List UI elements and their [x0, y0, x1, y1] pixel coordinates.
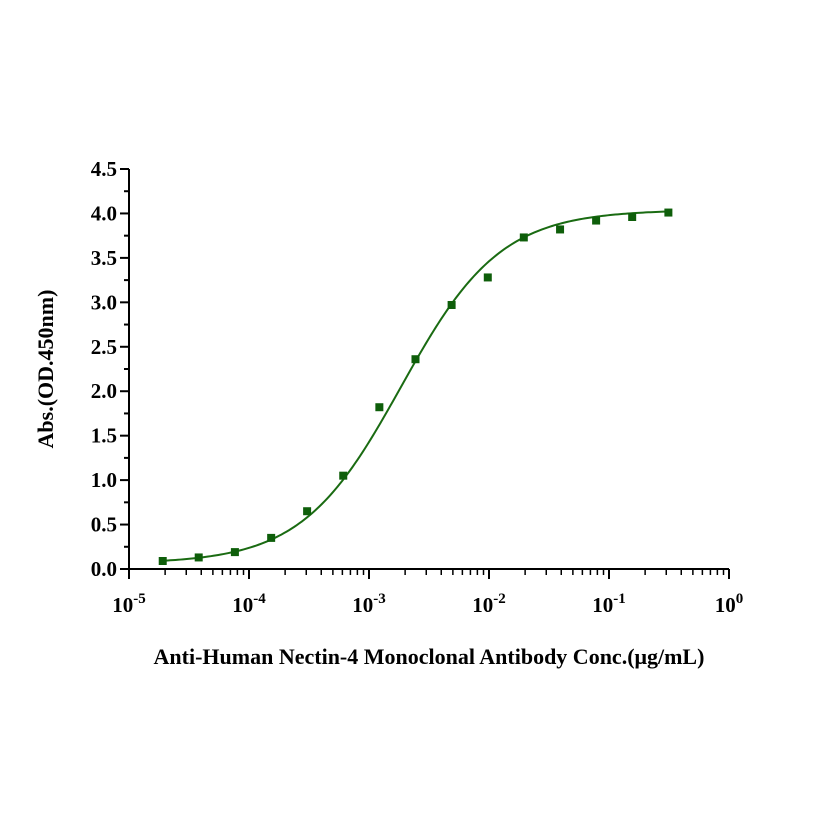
y-tick-label: 1.5: [91, 424, 117, 448]
x-tick-label: 10-4: [232, 591, 266, 617]
y-tick-label: 0.0: [91, 557, 117, 581]
data-point: [158, 557, 167, 565]
data-point: [194, 553, 203, 562]
y-tick-label: 2.0: [91, 379, 117, 403]
x-tick-label: 10-3: [352, 591, 386, 617]
x-tick-label: 10-5: [112, 591, 146, 617]
x-axis-title: Anti-Human Nectin-4 Monoclonal Antibody …: [154, 644, 705, 669]
axes: [128, 169, 729, 570]
x-tick-label: 10-2: [472, 591, 506, 617]
y-tick-label: 4.5: [91, 157, 117, 181]
ticks: [120, 168, 730, 579]
y-tick-label: 1.0: [91, 468, 117, 492]
data-points: [158, 208, 673, 565]
data-point: [303, 507, 312, 516]
y-tick-label: 4.0: [91, 201, 117, 225]
data-point: [628, 213, 637, 221]
data-point: [592, 216, 601, 225]
data-point: [230, 548, 239, 557]
y-tick-label: 3.0: [91, 290, 117, 314]
y-axis-title: Abs.(OD.450nm): [33, 290, 58, 449]
data-point: [267, 533, 276, 542]
data-point: [483, 273, 492, 282]
y-tick-label: 2.5: [91, 335, 117, 359]
tick-labels: 0.0 0.5 1.0 1.5 2.0 2.5 3.0 3.5 4.0 4.5 10-5 10-4 10…: [91, 157, 744, 617]
x-tick-label: 100: [715, 591, 744, 617]
data-point: [556, 225, 565, 234]
data-point: [339, 471, 348, 480]
data-point: [519, 233, 528, 242]
data-point: [664, 208, 673, 217]
data-point: [411, 355, 420, 364]
fit-curve: [162, 210, 669, 562]
y-tick-label: 0.5: [91, 513, 117, 537]
y-tick-label: 3.5: [91, 246, 117, 270]
data-point: [447, 301, 456, 309]
data-point: [375, 403, 384, 412]
x-tick-label: 10-1: [592, 591, 626, 617]
